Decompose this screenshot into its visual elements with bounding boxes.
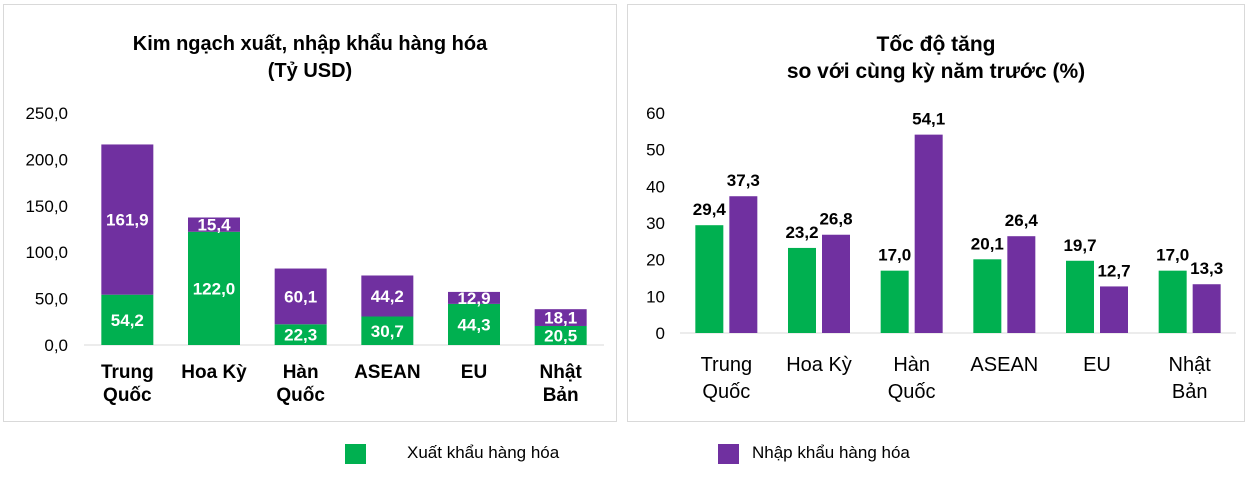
bar-value-label: 19,7: [1063, 236, 1096, 255]
bar-value-label: 12,7: [1097, 261, 1130, 280]
import-bar: [1100, 286, 1128, 333]
y-tick-label: 250,0: [25, 104, 68, 123]
chart-title: Tốc độ tăng so với cùng kỳ năm trước (%): [786, 33, 1086, 83]
x-tick-label: ASEAN: [354, 362, 421, 383]
y-tick-label: 0: [656, 324, 665, 343]
x-tick-label: Nhật Bản: [540, 362, 583, 406]
bar-value-label: 29,4: [693, 200, 727, 219]
y-tick-label: 200,0: [25, 150, 68, 169]
bar-value-label: 44,2: [371, 287, 404, 306]
export-bar: [101, 294, 154, 345]
growth-rate-chart-panel: Tốc độ tăng so với cùng kỳ năm trước (%)…: [627, 4, 1245, 422]
export-bar: [534, 325, 587, 345]
bar-value-label: 18,1: [544, 309, 577, 328]
bar-value-label: 17,0: [878, 246, 911, 265]
import-legend-swatch: [718, 444, 739, 464]
x-tick-label: Nhật Bản: [1169, 354, 1212, 403]
y-tick-label: 150,0: [25, 197, 68, 216]
y-tick-label: 50,0: [35, 290, 68, 309]
import-legend-label: Nhập khẩu hàng hóa: [752, 443, 910, 462]
y-tick-label: 30: [646, 214, 665, 233]
bar-value-label: 60,1: [284, 287, 317, 306]
import-bar: [729, 196, 758, 333]
bar-value-label: 161,9: [106, 211, 149, 230]
y-tick-label: 0,0: [44, 336, 68, 355]
x-tick-label: Trung Quốc: [701, 354, 753, 403]
bar-value-label: 30,7: [371, 322, 404, 341]
bar-value-label: 20,1: [971, 234, 1004, 253]
export-import-value-chart-panel: Kim ngạch xuất, nhập khẩu hàng hóa (Tỷ U…: [3, 4, 617, 422]
export-bar: [1158, 270, 1187, 333]
bar-value-label: 23,2: [785, 223, 818, 242]
y-tick-label: 40: [646, 177, 665, 196]
export-bar: [880, 270, 909, 333]
import-bar: [1192, 284, 1221, 333]
export-legend-swatch: [345, 444, 366, 464]
legend: Xuất khẩu hàng hóa Nhập khẩu hàng hóa: [0, 438, 1249, 468]
export-bar: [448, 303, 500, 345]
bar-value-label: 54,2: [111, 311, 144, 330]
bar-value-label: 17,0: [1156, 246, 1189, 265]
export-bar: [788, 247, 816, 333]
import-bar: [914, 134, 943, 333]
export-bar: [361, 316, 414, 345]
export-bar: [188, 231, 240, 345]
stacked-bar-chart: 0,0 50,0 100,0 150,0 200,0 250,0 54,2 161,9 Trun…: [25, 104, 604, 406]
x-tick-label: Hàn Quốc: [276, 362, 325, 406]
import-bar: [274, 268, 327, 325]
y-tick-label: 20: [646, 251, 665, 270]
import-bar: [1007, 236, 1036, 333]
bar-value-label: 54,1: [912, 110, 945, 129]
y-tick-label: 60: [646, 104, 665, 123]
x-tick-label: ASEAN: [970, 354, 1038, 376]
export-legend-label: Xuất khẩu hàng hóa: [407, 443, 560, 462]
y-tick-label: 50: [646, 141, 665, 160]
bar-value-label: 12,9: [457, 289, 490, 308]
x-tick-label: EU: [461, 362, 487, 383]
x-tick-label: Hàn Quốc: [888, 354, 936, 403]
y-tick-label: 10: [646, 287, 665, 306]
x-tick-label: Hoa Kỳ: [181, 362, 247, 383]
bar-value-label: 15,4: [197, 216, 231, 235]
x-tick-label: EU: [1083, 354, 1111, 376]
import-bar: [822, 234, 850, 333]
bar-value-label: 122,0: [193, 279, 236, 298]
import-bar: [534, 309, 587, 326]
x-tick-label: Hoa Kỳ: [786, 354, 852, 376]
import-bar: [101, 144, 154, 295]
export-bar: [695, 225, 724, 333]
bar-value-label: 20,5: [544, 326, 577, 345]
x-tick-label: Trung Quốc: [101, 362, 154, 406]
y-tick-label: 100,0: [25, 243, 68, 262]
chart-title: Kim ngạch xuất, nhập khẩu hàng hóa (Tỷ U…: [132, 33, 488, 82]
bar-value-label: 22,3: [284, 326, 317, 345]
bar-value-label: 13,3: [1190, 259, 1223, 278]
export-bar: [274, 324, 327, 345]
bar-value-label: 26,4: [1005, 211, 1039, 230]
bar-value-label: 44,3: [457, 315, 490, 334]
bar-value-label: 37,3: [727, 171, 760, 190]
export-bar: [973, 259, 1002, 333]
export-bar: [1066, 260, 1094, 333]
import-bar: [361, 275, 414, 317]
clustered-bar-chart: 0 10 20 30 40 50 60 29,437,3 Trung Quốc 23,226,8 Ho…: [646, 104, 1236, 403]
import-bar: [188, 217, 240, 232]
bar-value-label: 26,8: [819, 210, 852, 229]
import-bar: [448, 291, 500, 304]
